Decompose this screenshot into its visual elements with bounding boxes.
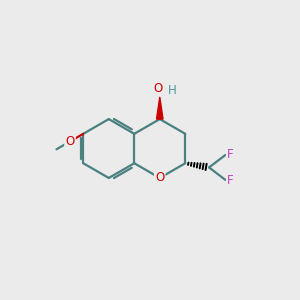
Text: O: O	[65, 135, 75, 148]
Text: F: F	[227, 148, 234, 161]
Text: O: O	[154, 82, 163, 95]
Text: F: F	[227, 174, 234, 187]
Text: H: H	[168, 84, 176, 97]
Polygon shape	[157, 97, 163, 119]
Text: O: O	[155, 172, 164, 184]
